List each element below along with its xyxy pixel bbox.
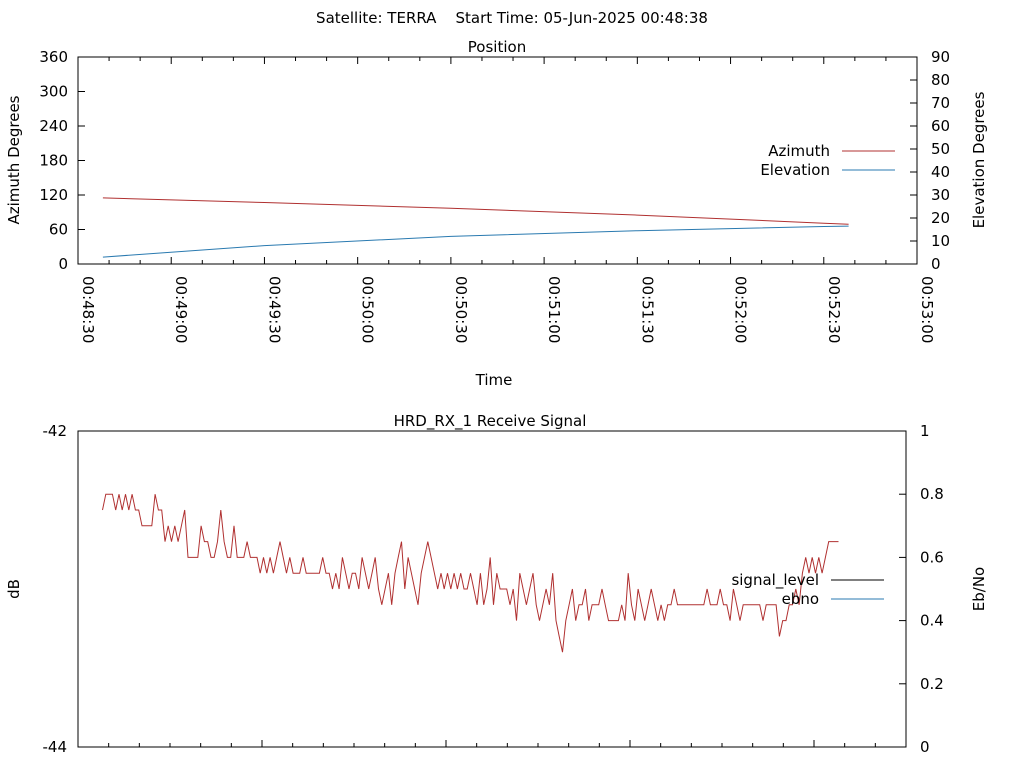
signal-ylabel: dB <box>5 579 23 599</box>
position-y-tick-label: 60 <box>49 221 68 239</box>
position-y2-tick-label: 30 <box>931 186 950 204</box>
legend-label-azimuth: Azimuth <box>768 142 830 160</box>
position-chart: Position 0 60 120 180 240 300 360 0 10 20 30 40 50 6… <box>5 38 988 389</box>
position-y2-tick-label: 40 <box>931 163 950 181</box>
position-series <box>102 197 849 258</box>
position-x-tick-label: 00:51:30 <box>638 276 656 343</box>
legend-label-ebno: ebno <box>782 590 819 608</box>
position-y2-tick-label: 60 <box>931 117 950 135</box>
position-y2-tick-label: 80 <box>931 71 950 89</box>
position-y2-tick-label: 70 <box>931 94 950 112</box>
signal-y2-tick-label: 0.8 <box>920 485 944 503</box>
position-x-tick-label: 00:51:00 <box>545 276 563 343</box>
series-azimuth-line <box>102 197 849 225</box>
page-title: Satellite: TERRA Start Time: 05-Jun-2025… <box>316 9 708 27</box>
position-x-tick-label: 00:49:00 <box>172 276 190 343</box>
position-x-tick-label: 00:52:30 <box>825 276 843 343</box>
position-y-tick-label: 360 <box>39 48 68 66</box>
position-y-tick-label: 300 <box>39 83 68 101</box>
signal-series <box>102 493 839 653</box>
position-y-tick-label: 120 <box>39 186 68 204</box>
position-x-tick-label: 00:48:30 <box>79 276 97 343</box>
signal-chart: HRD_RX_1 Receive Signal -44 -42 0 0.2 0.4 0.… <box>5 412 988 756</box>
signal-y-axis: -44 -42 <box>43 422 68 756</box>
signal-y2-tick-label: 0.2 <box>920 675 944 693</box>
signal-y2-tick-label: 1 <box>920 422 930 440</box>
legend-label-elevation: Elevation <box>760 161 830 179</box>
signal-y2-tick-label: 0.6 <box>920 548 944 566</box>
position-y-tick-label: 240 <box>39 117 68 135</box>
signal-plot-frame <box>77 430 907 748</box>
position-x-tick-label: 00:53:00 <box>918 276 936 343</box>
signal-x-axis <box>108 740 907 747</box>
position-y2-tick-label: 0 <box>931 255 941 273</box>
position-x-tick-label: 00:50:00 <box>359 276 377 343</box>
legend-label-signal-level: signal_level <box>731 571 819 590</box>
position-x-axis: 00:48:30 00:49:00 00:49:30 00:50:00 00:50:30… <box>77 57 936 343</box>
position-x-tick-label: 00:49:30 <box>265 276 283 343</box>
position-y2label: Elevation Degrees <box>970 91 988 228</box>
position-y-tick-label: 0 <box>58 255 68 273</box>
signal-y2-tick-label: 0.4 <box>920 612 944 630</box>
signal-y2label: Eb/No <box>970 567 988 611</box>
position-y-axis: 0 60 120 180 240 300 360 <box>39 48 85 273</box>
signal-chart-title: HRD_RX_1 Receive Signal <box>394 412 587 431</box>
position-y2-tick-label: 50 <box>931 140 950 158</box>
position-y2-axis: 0 10 20 30 40 50 60 70 80 90 <box>910 48 950 273</box>
signal-y2-axis: 0 0.2 0.4 0.6 0.8 1 <box>899 422 944 756</box>
signal-y2-tick-label: 0 <box>920 738 930 756</box>
series-elevation-line <box>102 225 849 258</box>
position-y-tick-label: 180 <box>39 152 68 170</box>
position-x-tick-label: 00:50:30 <box>452 276 470 343</box>
position-xlabel: Time <box>475 371 513 389</box>
position-y2-tick-label: 90 <box>931 48 950 66</box>
position-y2-tick-label: 10 <box>931 232 950 250</box>
position-chart-title: Position <box>468 38 526 56</box>
position-x-tick-label: 00:52:00 <box>732 276 750 343</box>
signal-y-tick-label: -44 <box>43 738 68 756</box>
series-ebno-line <box>102 493 839 653</box>
position-y2-tick-label: 20 <box>931 209 950 227</box>
position-ylabel: Azimuth Degrees <box>5 95 23 224</box>
signal-y-tick-label: -42 <box>43 422 68 440</box>
